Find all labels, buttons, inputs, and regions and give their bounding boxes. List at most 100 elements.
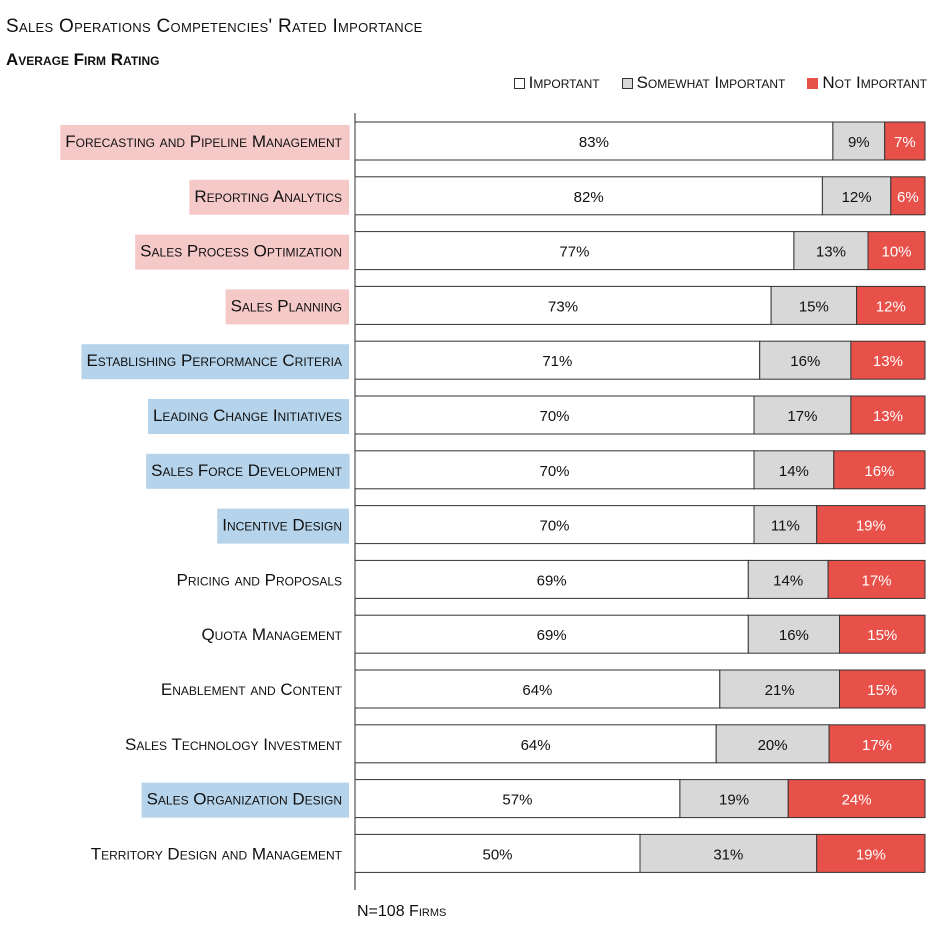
category-label: Leading Change Initiatives bbox=[153, 406, 342, 425]
category-label: Sales Process Optimization bbox=[140, 242, 342, 261]
category-label: Incentive Design bbox=[222, 516, 342, 535]
data-label-not: 16% bbox=[864, 463, 894, 480]
bar-segment-somewhat bbox=[793, 231, 869, 271]
data-label-important: 64% bbox=[522, 682, 552, 699]
bar-segment-important bbox=[354, 121, 834, 161]
bar-segment-not bbox=[890, 176, 926, 216]
bar-segment-somewhat bbox=[821, 176, 892, 216]
category-label: Sales Planning bbox=[231, 296, 342, 315]
bar-row: Sales Force Development 70% 14% 16% bbox=[146, 450, 926, 490]
bar-segment-not bbox=[833, 450, 926, 490]
legend-label-somewhat: Somewhat Important bbox=[636, 73, 786, 92]
bar-segment-not bbox=[867, 231, 926, 271]
category-highlight bbox=[60, 125, 350, 160]
bar-segment-not bbox=[850, 395, 926, 435]
category-label: Sales Force Development bbox=[151, 461, 342, 480]
data-label-important: 73% bbox=[548, 298, 578, 315]
category-highlight bbox=[147, 399, 349, 434]
category-label: Enablement and Content bbox=[161, 680, 343, 699]
data-label-somewhat: 16% bbox=[790, 353, 820, 370]
bar-segment-not bbox=[850, 340, 926, 380]
bar-segment-somewhat bbox=[719, 669, 840, 709]
bar-segment-somewhat bbox=[753, 450, 835, 490]
data-label-somewhat: 11% bbox=[771, 518, 800, 535]
data-label-somewhat: 21% bbox=[765, 682, 795, 699]
data-label-not: 24% bbox=[842, 792, 872, 809]
bar-segment-somewhat bbox=[759, 340, 852, 380]
data-label-not: 19% bbox=[856, 518, 886, 535]
data-label-not: 15% bbox=[867, 682, 897, 699]
data-label-not: 17% bbox=[862, 572, 892, 589]
data-label-not: 7% bbox=[894, 134, 916, 151]
data-label-somewhat: 20% bbox=[758, 737, 788, 754]
legend-label-not: Not Important bbox=[822, 73, 927, 92]
bar-segment-important bbox=[354, 614, 749, 654]
bar-segment-not bbox=[884, 121, 926, 161]
category-label: Forecasting and Pipeline Management bbox=[65, 132, 342, 151]
data-label-somewhat: 9% bbox=[848, 134, 870, 151]
category-highlight bbox=[217, 508, 349, 544]
data-label-not: 17% bbox=[862, 737, 892, 754]
bar-segment-important bbox=[354, 669, 721, 709]
category-label: Reporting Analytics bbox=[194, 187, 342, 206]
bar-row: Sales Technology Investment 64% 20% 17% bbox=[125, 724, 926, 764]
chart-legend: Important Somewhat Important Not Importa… bbox=[513, 73, 927, 93]
data-label-important: 50% bbox=[482, 846, 512, 863]
data-label-somewhat: 17% bbox=[787, 408, 817, 425]
chart-footnote: N=108 Firms bbox=[357, 903, 447, 920]
data-label-not: 6% bbox=[897, 189, 919, 206]
data-label-somewhat: 14% bbox=[779, 463, 809, 480]
category-highlight bbox=[189, 179, 349, 215]
legend-swatch-not bbox=[807, 77, 819, 89]
data-label-somewhat: 14% bbox=[773, 572, 803, 589]
bar-segment-not bbox=[856, 285, 926, 325]
bar-segment-important bbox=[354, 231, 795, 271]
bar-segment-somewhat bbox=[832, 121, 886, 161]
bar-segment-important bbox=[354, 833, 641, 873]
bar-row: Enablement and Content 64% 21% 15% bbox=[161, 669, 926, 709]
data-label-not: 10% bbox=[881, 244, 911, 261]
bar-row: Leading Change Initiatives 70% 17% 13% bbox=[147, 395, 926, 435]
legend-swatch-important bbox=[513, 77, 525, 89]
data-label-not: 13% bbox=[873, 408, 903, 425]
bar-row: Establishing Performance Criteria 71% 16% 1… bbox=[81, 340, 926, 380]
bar-segment-important bbox=[354, 779, 681, 819]
data-label-somewhat: 12% bbox=[842, 189, 872, 206]
bar-row: Incentive Design 70% 11% 19% bbox=[217, 505, 926, 545]
data-label-somewhat: 19% bbox=[719, 792, 749, 809]
category-label: Sales Technology Investment bbox=[125, 735, 343, 754]
category-highlight bbox=[141, 782, 349, 818]
bar-segment-not bbox=[828, 724, 926, 764]
bar-segment-somewhat bbox=[753, 505, 818, 545]
data-label-somewhat: 31% bbox=[713, 846, 743, 863]
data-label-important: 77% bbox=[559, 244, 589, 261]
legend-item-important: Important bbox=[513, 73, 600, 93]
category-label: Establishing Performance Criteria bbox=[86, 351, 342, 370]
bar-segment-somewhat bbox=[753, 395, 852, 435]
chart-title: Sales Operations Competencies' Rated Imp… bbox=[6, 16, 423, 37]
bar-segment-important bbox=[354, 505, 755, 545]
data-label-not: 13% bbox=[873, 353, 903, 370]
bar-segment-important bbox=[354, 340, 761, 380]
legend-label-important: Important bbox=[528, 73, 600, 92]
data-label-important: 70% bbox=[539, 408, 569, 425]
bar-segment-important bbox=[354, 176, 823, 216]
data-label-important: 71% bbox=[542, 353, 572, 370]
data-label-not: 12% bbox=[876, 298, 906, 315]
data-label-somewhat: 13% bbox=[816, 244, 846, 261]
category-highlight bbox=[135, 234, 349, 270]
data-label-important: 64% bbox=[521, 737, 551, 754]
bar-row: Forecasting and Pipeline Management 83% 9%… bbox=[60, 121, 926, 161]
data-label-not: 15% bbox=[867, 627, 897, 644]
data-label-important: 69% bbox=[537, 627, 567, 644]
bar-segment-important bbox=[354, 559, 749, 599]
bar-row: Territory Design and Management 50% 31% 19% bbox=[91, 833, 926, 873]
bar-segment-important bbox=[354, 450, 755, 490]
bar-segment-important bbox=[354, 285, 772, 325]
legend-item-somewhat: Somewhat Important bbox=[621, 73, 786, 93]
data-label-not: 19% bbox=[856, 846, 886, 863]
bar-row: Pricing and Proposals 69% 14% 17% bbox=[177, 559, 926, 599]
category-highlight bbox=[146, 453, 350, 489]
data-label-important: 57% bbox=[502, 792, 532, 809]
bar-segment-not bbox=[816, 505, 926, 545]
